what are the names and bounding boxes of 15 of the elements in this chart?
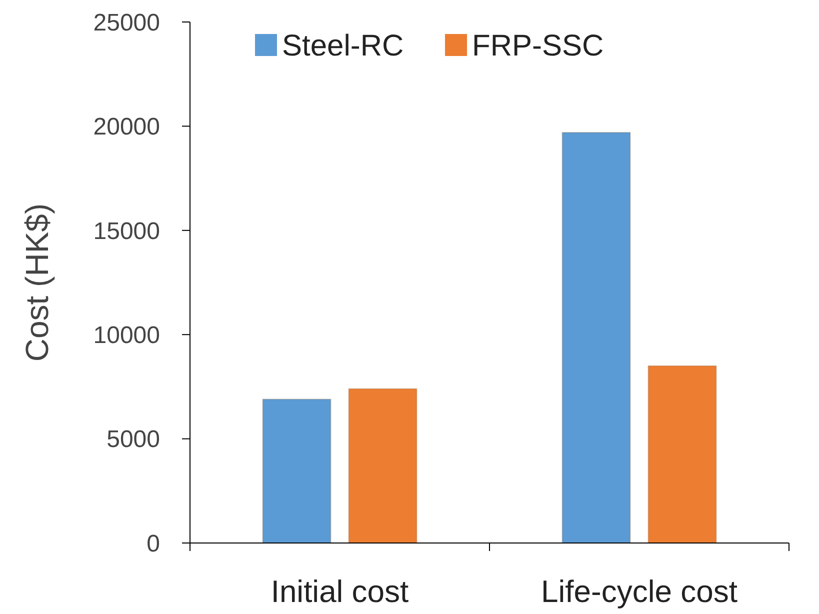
y-axis-title: Cost (HK$) [19, 203, 55, 362]
y-tick-label: 10000 [93, 322, 160, 349]
x-tick-label: Life-cycle cost [541, 574, 738, 609]
legend-label: FRP-SSC [472, 30, 604, 62]
y-tick-label: 0 [146, 530, 160, 558]
bar [262, 398, 332, 544]
bar [562, 132, 631, 544]
bar [348, 388, 418, 544]
legend-label: Steel-RC [282, 30, 404, 62]
y-tick-label: 25000 [93, 9, 160, 36]
y-tick-label: 15000 [93, 218, 160, 245]
bar [648, 365, 717, 544]
y-tick-label: 5000 [106, 426, 160, 454]
y-tick-label: 20000 [93, 114, 160, 141]
x-tick-label: Initial cost [270, 574, 410, 609]
